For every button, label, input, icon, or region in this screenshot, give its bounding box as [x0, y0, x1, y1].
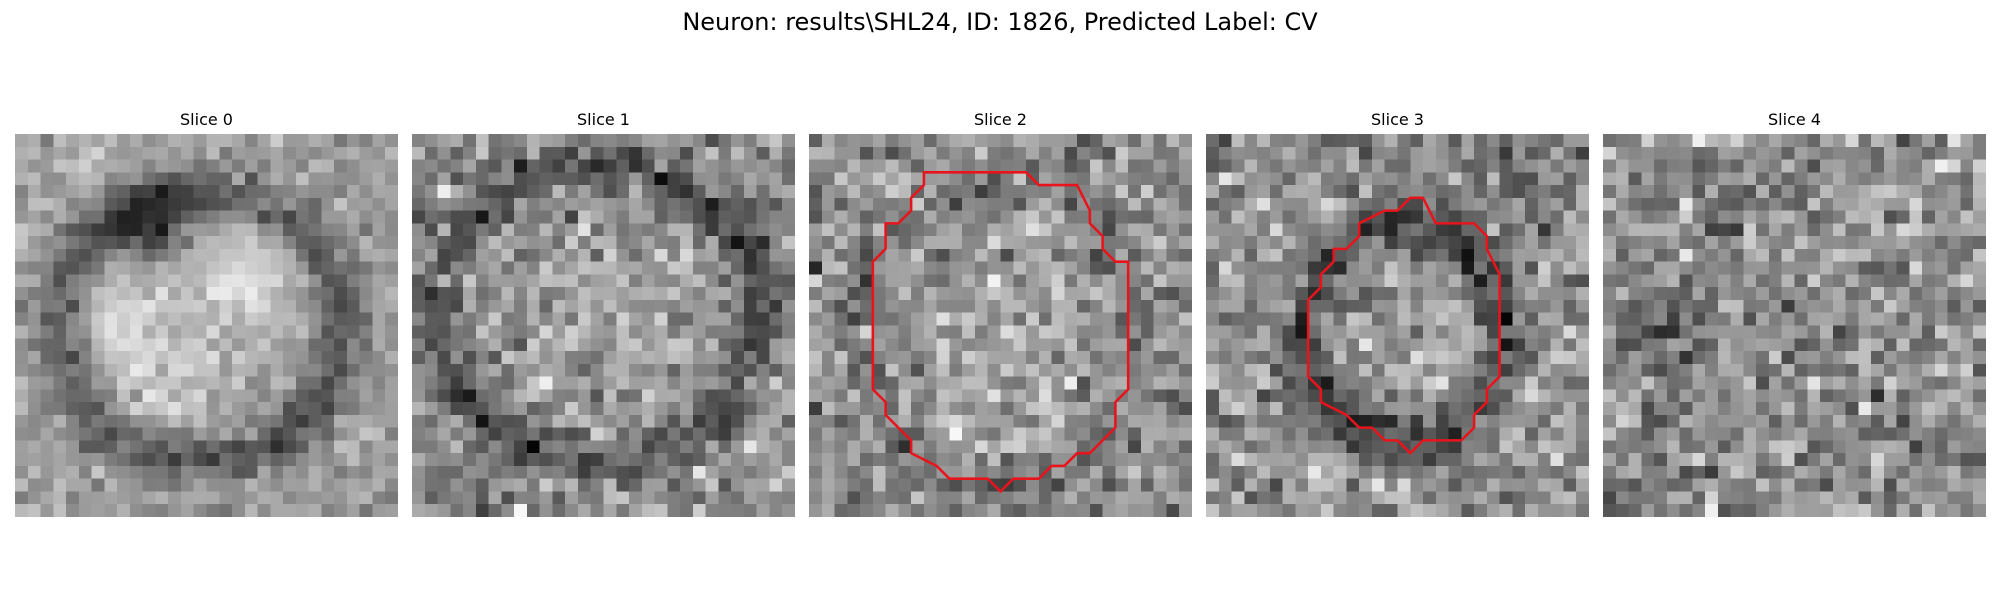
contour-outline-3 [1306, 196, 1501, 455]
slice-image-3 [1206, 134, 1589, 517]
slice-image-1 [412, 134, 795, 517]
slice-title-0: Slice 0 [180, 110, 233, 129]
slice-image-4 [1603, 134, 1986, 517]
slice-image-0 [15, 134, 398, 517]
slice-image-2 [809, 134, 1192, 517]
figure-title: Neuron: results\SHL24, ID: 1826, Predict… [682, 8, 1318, 36]
slice-title-3: Slice 3 [1371, 110, 1424, 129]
slice-title-1: Slice 1 [577, 110, 630, 129]
slice-title-2: Slice 2 [974, 110, 1027, 129]
contour-outline-2 [871, 171, 1130, 493]
slice-title-4: Slice 4 [1768, 110, 1821, 129]
